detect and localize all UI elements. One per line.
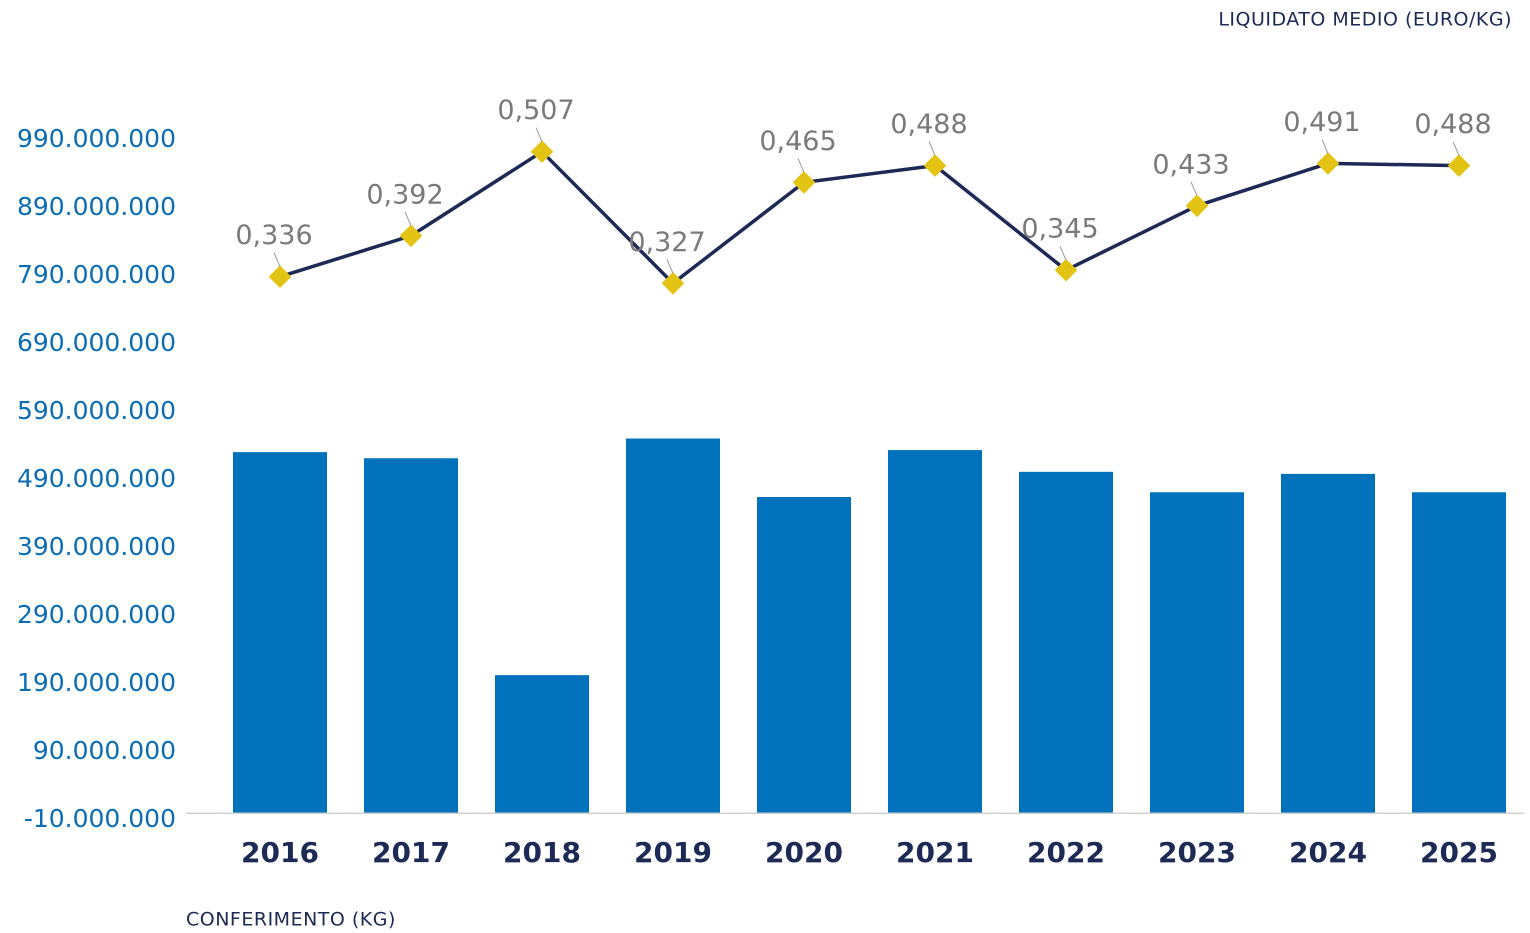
data-label: 0,336	[235, 220, 312, 251]
marker	[1054, 258, 1078, 282]
leader-line	[535, 127, 543, 142]
bar	[1019, 471, 1113, 814]
marker	[1447, 154, 1471, 177]
y-tick-label: 990.000.000	[17, 124, 176, 153]
y-tick-label: 590.000.000	[17, 396, 176, 425]
bar	[757, 497, 851, 814]
leader-line	[666, 259, 674, 274]
x-tick-label: 2019	[634, 836, 712, 869]
data-label: 0,488	[1414, 109, 1491, 140]
x-tick-label: 2020	[765, 836, 843, 869]
marker	[268, 265, 292, 289]
data-label: 0,327	[628, 227, 705, 258]
data-label: 0,507	[497, 95, 574, 126]
x-tick-label: 2023	[1158, 836, 1236, 869]
bar	[1412, 492, 1506, 814]
y-tick-label: 90.000.000	[33, 736, 176, 765]
x-tick-label: 2025	[1420, 836, 1498, 869]
leader-line	[1321, 139, 1329, 154]
bar	[1150, 492, 1244, 814]
bar	[364, 458, 458, 814]
leader-line	[1190, 181, 1198, 197]
data-label: 0,345	[1021, 214, 1098, 245]
x-tick-label: 2022	[1027, 836, 1105, 869]
y-tick-label: 890.000.000	[17, 192, 176, 221]
y-tick-label: 690.000.000	[17, 328, 176, 357]
line	[279, 149, 1460, 286]
data-label: 0,433	[1152, 149, 1229, 180]
marker	[1316, 152, 1340, 175]
marker	[1185, 194, 1209, 218]
bar	[1281, 473, 1375, 814]
y-tick-label: 190.000.000	[17, 668, 176, 697]
x-tick-label: 2021	[896, 836, 974, 869]
y-tick-label: 490.000.000	[17, 464, 176, 493]
data-label: 0,392	[366, 179, 443, 210]
x-tick-label: 2024	[1289, 836, 1367, 869]
y-tick-label: 290.000.000	[17, 600, 176, 629]
y-tick-label: 390.000.000	[17, 532, 176, 561]
x-tick-label: 2018	[503, 836, 581, 869]
y-tick-label: 790.000.000	[17, 260, 176, 289]
data-label: 0,465	[759, 126, 836, 157]
bar	[888, 450, 982, 814]
leader-line	[273, 252, 281, 267]
leader-line	[928, 141, 936, 156]
x-tick-label: 2016	[241, 836, 319, 869]
leader-line	[1452, 141, 1460, 156]
y-tick-label: -10.000.000	[24, 804, 176, 833]
y2-axis-title: LIQUIDATO MEDIO (EURO/KG)	[1218, 9, 1512, 31]
leader-line	[404, 211, 412, 226]
marker	[399, 224, 423, 248]
y-axis-title: CONFERIMENTO (KG)	[186, 909, 396, 931]
bar	[626, 438, 720, 814]
bar	[495, 675, 589, 814]
bar	[233, 452, 327, 814]
leader-line	[1059, 245, 1067, 261]
leader-line	[797, 158, 805, 173]
data-label: 0,488	[890, 109, 967, 140]
marker	[661, 271, 685, 295]
x-tick-label: 2017	[372, 836, 450, 869]
data-label: 0,491	[1283, 107, 1360, 138]
